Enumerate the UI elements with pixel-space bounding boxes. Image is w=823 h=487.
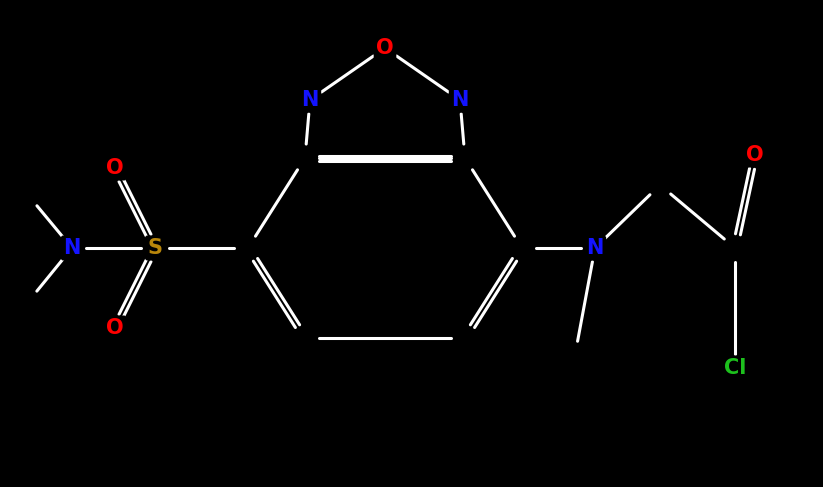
Text: O: O bbox=[376, 38, 394, 58]
Text: N: N bbox=[451, 90, 468, 110]
Text: O: O bbox=[106, 318, 123, 338]
Text: N: N bbox=[586, 238, 604, 258]
Text: N: N bbox=[63, 238, 81, 258]
Text: O: O bbox=[746, 145, 764, 165]
Text: N: N bbox=[301, 90, 319, 110]
Text: S: S bbox=[147, 238, 162, 258]
Text: O: O bbox=[106, 158, 123, 178]
Text: Cl: Cl bbox=[723, 358, 746, 378]
